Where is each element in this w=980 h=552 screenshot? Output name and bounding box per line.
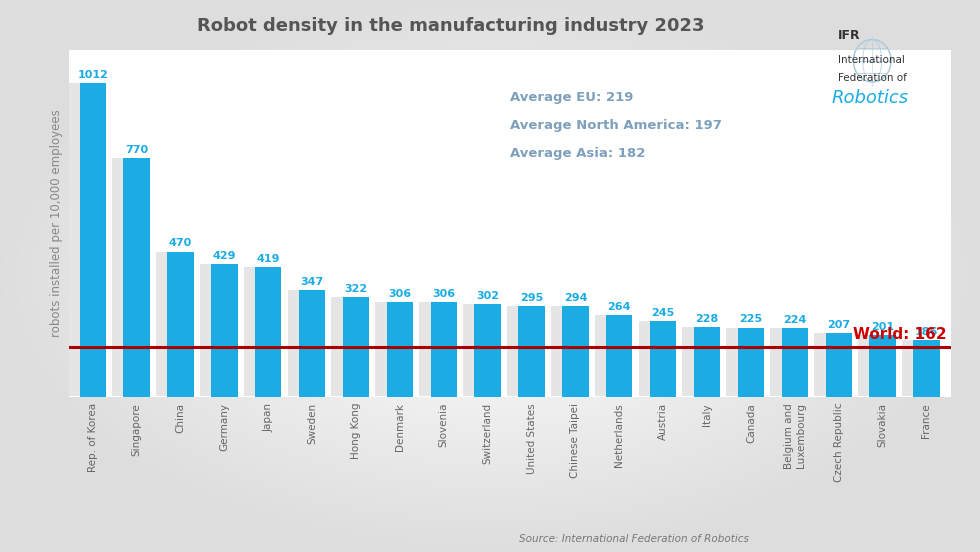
Bar [682,327,709,396]
Text: Robotics: Robotics [831,89,908,107]
Text: Average EU: 219: Average EU: 219 [510,92,633,104]
Text: International: International [838,56,905,66]
Text: 225: 225 [739,315,762,325]
Bar [607,316,632,397]
Text: 1012: 1012 [77,70,108,80]
Bar [595,315,621,396]
Text: 245: 245 [652,308,675,319]
Bar [168,252,194,397]
Bar [694,327,720,397]
Text: Source: International Federation of Robotics: Source: International Federation of Robo… [519,534,750,544]
Text: 302: 302 [476,290,499,300]
Bar [518,306,545,397]
Y-axis label: robots installed per 10,000 employees: robots installed per 10,000 employees [50,110,63,337]
Text: 770: 770 [125,145,148,155]
Bar [69,83,94,396]
Bar [430,302,457,397]
Text: 228: 228 [696,314,718,323]
Bar [212,264,237,397]
Text: 322: 322 [344,284,368,294]
Bar [156,252,182,396]
Bar [123,158,150,397]
Text: 306: 306 [432,289,456,299]
Text: Robot density in the manufacturing industry 2023: Robot density in the manufacturing indus… [197,17,705,35]
Text: Federation of: Federation of [838,73,906,83]
Bar [474,304,501,397]
Text: 470: 470 [169,238,192,248]
Bar [639,321,665,396]
Bar [507,306,533,396]
Bar [343,298,369,397]
Bar [770,328,797,396]
Bar [563,306,589,397]
Bar [244,267,270,396]
Text: Average Asia: 182: Average Asia: 182 [510,147,645,160]
Bar [387,302,413,397]
Bar [299,290,325,397]
Bar [79,83,106,397]
Bar [902,339,928,396]
Bar [869,335,896,397]
Bar [287,290,314,396]
Bar [726,327,753,396]
Bar [814,333,841,396]
Bar [738,327,764,397]
Text: Average North America: 197: Average North America: 197 [510,119,721,132]
Bar [825,333,852,397]
Bar [255,267,281,397]
Text: 264: 264 [608,302,631,312]
Text: 347: 347 [301,277,323,286]
Bar [650,321,676,397]
Bar [375,302,402,396]
Bar [858,335,884,396]
Text: World: 162: World: 162 [853,327,947,342]
Text: IFR: IFR [838,29,860,41]
Bar [913,339,940,397]
Bar [112,158,138,396]
Text: 295: 295 [520,293,543,302]
Bar [551,306,577,396]
Text: 224: 224 [783,315,807,325]
Text: 201: 201 [871,322,894,332]
Text: 294: 294 [564,293,587,303]
Text: 306: 306 [388,289,412,299]
Text: 429: 429 [213,251,236,261]
Text: 419: 419 [257,254,280,264]
Bar [331,298,358,396]
Text: 207: 207 [827,320,851,330]
Text: 186: 186 [914,327,938,337]
Bar [464,304,489,396]
Bar [200,264,226,396]
Bar [419,302,446,396]
Bar [782,328,808,397]
